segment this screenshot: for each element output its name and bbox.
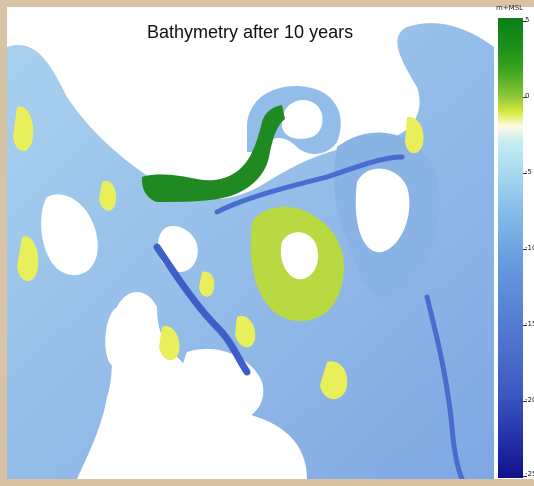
colorbar-tick-label: -5 — [525, 168, 532, 176]
colorbar-tick — [523, 21, 527, 22]
shoal-patch-7 — [405, 116, 424, 154]
map-title: Bathymetry after 10 years — [147, 22, 354, 42]
colorbar-tick-label: -10 — [525, 244, 534, 252]
frame-border-bottom — [0, 479, 534, 486]
deep-channel-north — [214, 154, 405, 215]
colorbar-tick — [523, 249, 527, 250]
colorbar-tick — [523, 325, 527, 326]
colorbar-tick-label: 5 — [525, 16, 530, 24]
deep-channel-east — [424, 294, 465, 479]
shoal-patch-6 — [320, 361, 348, 400]
colorbar-tick — [523, 97, 527, 98]
upper-island — [281, 99, 323, 139]
estuary-water — [7, 23, 494, 479]
colorbar — [498, 18, 523, 478]
colorbar-tick-label: 0 — [525, 92, 530, 100]
shoal-patch-4 — [235, 315, 256, 348]
frame-border-left — [0, 0, 7, 486]
frame-border-top — [0, 0, 534, 7]
colorbar-tick-label: -25 — [525, 470, 534, 478]
shoal-island — [280, 232, 319, 280]
deep-channel-main — [153, 243, 251, 376]
shoal-patch-8 — [199, 271, 215, 297]
high-ground-north — [141, 105, 285, 202]
shoal-patch-5 — [99, 181, 117, 211]
colorbar-tick — [523, 173, 527, 174]
right-island — [355, 168, 410, 253]
bathymetry-map — [7, 7, 494, 479]
island-southwest — [105, 306, 143, 371]
colorbar-tick-label: -20 — [525, 396, 534, 404]
colorbar-tick — [523, 401, 527, 402]
colorbar-tick — [523, 476, 527, 477]
shoal-patch-3 — [159, 326, 180, 361]
shoal-patch-2 — [17, 236, 39, 282]
colorbar-tick-label: -15 — [525, 320, 534, 328]
shoal-patch-1 — [13, 106, 34, 152]
island-west — [41, 194, 98, 276]
colorbar-unit-label: m+MSL — [496, 4, 524, 12]
